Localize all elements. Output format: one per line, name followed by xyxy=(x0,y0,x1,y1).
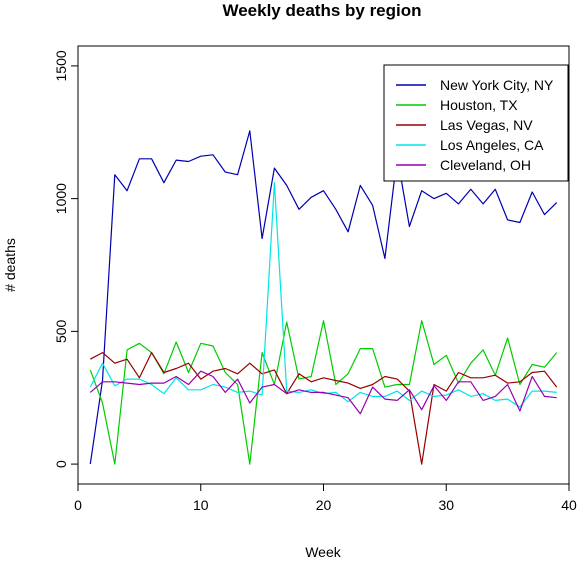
legend-entry-label: Cleveland, OH xyxy=(440,157,531,173)
legend-entry-label: Houston, TX xyxy=(440,97,518,113)
x-tick-label: 20 xyxy=(316,497,332,513)
x-axis: 0 10 20 30 40 xyxy=(74,483,577,513)
x-axis-label: Week xyxy=(305,544,342,560)
series-line-5 xyxy=(89,370,557,415)
y-axis-label: # deaths xyxy=(2,238,18,292)
series-line-3 xyxy=(90,352,558,465)
series-line-4 xyxy=(89,182,557,408)
legend-entry-label: Los Angeles, CA xyxy=(440,137,544,153)
series-line-1 xyxy=(89,130,558,465)
legend-entry-label: New York City, NY xyxy=(440,77,554,93)
y-tick-label: 0 xyxy=(53,460,69,468)
legend-entry-label: Las Vegas, NV xyxy=(440,117,533,133)
x-tick-label: 0 xyxy=(74,497,82,513)
y-tick-label: 500 xyxy=(53,319,69,343)
x-tick-label: 40 xyxy=(561,497,577,513)
y-axis: 0 500 1000 1500 xyxy=(53,50,79,468)
series-line-2 xyxy=(89,320,558,465)
legend: New York City, NY Houston, TX Las Vegas, N… xyxy=(383,64,569,182)
x-tick-label: 10 xyxy=(193,497,209,513)
x-tick-label: 30 xyxy=(438,497,454,513)
y-tick-label: 1000 xyxy=(53,183,69,214)
chart-title: Weekly deaths by region xyxy=(222,1,421,20)
series-group xyxy=(89,130,558,465)
y-tick-label: 1500 xyxy=(53,50,69,81)
